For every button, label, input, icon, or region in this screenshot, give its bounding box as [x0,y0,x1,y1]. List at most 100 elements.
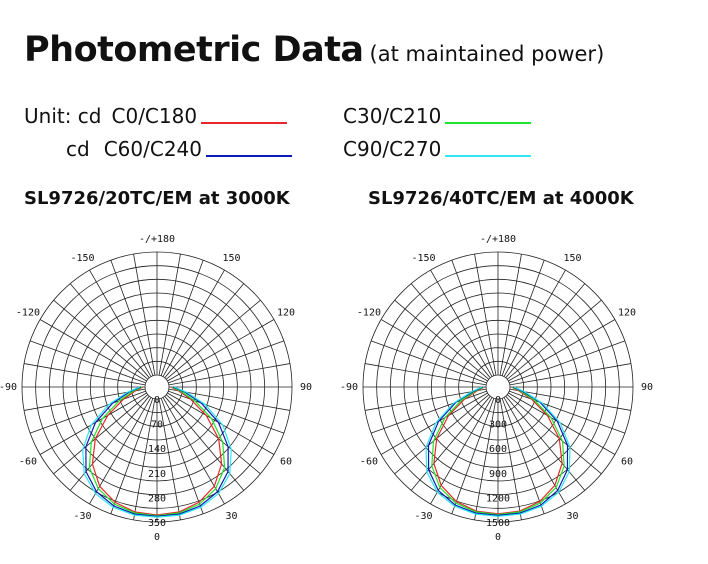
grid-spoke [501,398,545,514]
grid-spoke [501,260,545,376]
polar-grid [362,251,634,523]
chart-title-right: SL9726/40TC/EM at 4000K [368,188,634,209]
grid-spoke [371,390,487,434]
grid-spoke [165,299,261,380]
grid-ring [130,360,184,414]
grid-spoke [505,283,586,379]
series-curve-c30-c210 [88,386,226,517]
grid-ring-inner [144,374,170,400]
grid-spoke [160,398,204,514]
legend-swatch-c30 [445,122,532,124]
radial-tick-label: 0 [154,395,160,406]
legend-label-c0: C0/C180 [111,104,198,128]
grid-spoke [110,398,154,514]
polar-chart-right: -/+1801501209060300-30-60-90-120-1500300… [340,234,653,543]
grid-spoke [162,269,225,377]
grid-spoke [39,319,147,382]
grid-spoke [394,394,490,475]
radial-tick-label: 1200 [486,493,510,504]
grid-spoke [380,392,488,455]
grid-spoke [158,398,181,521]
grid-spoke [23,388,146,411]
angle-label: 0 [495,532,501,543]
grid-spoke [474,398,497,521]
angle-label: -90 [340,382,358,393]
grid-spoke [430,397,493,505]
angle-label: -90 [0,382,17,393]
series-curve-c90-c270 [425,386,571,517]
angle-label: 30 [566,511,578,522]
angle-label: -150 [70,253,94,264]
angle-label: -/+180 [480,234,516,245]
radial-tick-label: 600 [489,444,507,455]
grid-spoke [110,260,154,376]
legend-row-1: Unit: cd C0/C180 [24,104,288,128]
grid-spoke [167,319,275,382]
angle-label: 90 [641,382,653,393]
grid-spoke [410,395,491,491]
radial-tick-label: 140 [148,444,166,455]
grid-ring [76,306,238,468]
grid-ring [117,347,197,427]
polar-grid [21,251,293,523]
grid-spoke [364,388,487,411]
legend-row-2b: C90/C270 [343,137,532,161]
grid-spoke [506,394,602,475]
grid-ring [62,292,252,482]
radial-tick-label: 300 [489,420,507,431]
grid-spoke [168,363,291,386]
grid-ring [89,319,225,455]
grid-spoke [158,253,181,376]
angle-label: 0 [154,532,160,543]
grid-spoke [39,392,147,455]
grid-spoke [499,398,522,521]
angle-label: 120 [618,308,636,319]
series-curve-c90-c270 [82,386,232,518]
grid-ring [48,278,266,496]
grid-ring [35,265,279,509]
grid-ring [417,306,579,468]
radial-tick-label: 280 [148,493,166,504]
grid-spoke [30,390,146,434]
grid-spoke [364,363,487,386]
legend-label-c60: C60/C240 [103,137,202,161]
legend-swatch-c90 [445,155,532,157]
grid-spoke [167,392,275,455]
series-curve-c0-c180 [433,386,563,515]
angle-label: -150 [411,253,435,264]
grid-spoke [371,340,487,384]
chart-title-left: SL9726/20TC/EM at 3000K [24,188,290,209]
grid-spoke [168,388,291,411]
grid-ring [21,251,293,523]
grid-spoke [165,394,261,475]
grid-spoke [474,253,497,376]
legend-label-c90: C90/C270 [343,137,442,161]
angle-label: -120 [16,308,40,319]
angle-label: -60 [360,457,378,468]
title-row: Photometric Data (at maintained power) [24,30,604,70]
grid-spoke [53,394,149,475]
grid-spoke [509,340,625,384]
grid-spoke [509,363,632,386]
angle-label: 30 [225,511,237,522]
series-curve-c0-c180 [91,386,223,516]
legend-swatch-c0 [201,122,288,124]
grid-ring [471,360,525,414]
grid-spoke [168,340,284,384]
angle-label: -30 [414,511,432,522]
grid-spoke [133,253,156,376]
grid-spoke [499,253,522,376]
grid-spoke [53,299,149,380]
grid-spoke [394,299,490,380]
grid-spoke [30,340,146,384]
angle-label: 150 [222,253,240,264]
page-subtitle: (at maintained power) [369,42,605,66]
angle-label: 120 [277,308,295,319]
grid-ring [430,319,566,455]
grid-ring [376,265,620,509]
grid-spoke [509,390,625,434]
grid-spoke [160,260,204,376]
unit-label: Unit: cd [24,104,102,128]
radial-tick-label: 0 [495,395,501,406]
grid-ring [444,333,552,441]
